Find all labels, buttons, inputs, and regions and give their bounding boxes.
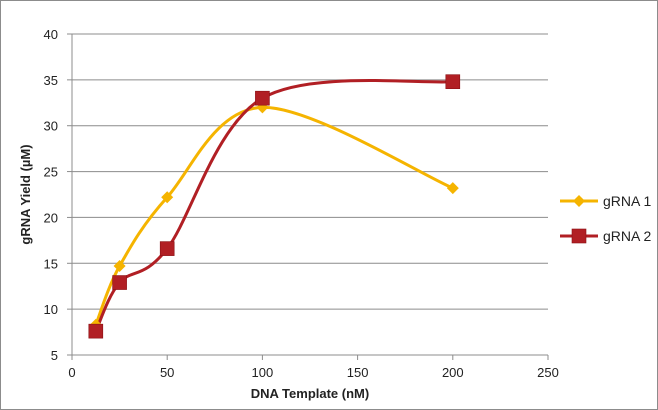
- y-tick-label: 20: [44, 210, 58, 225]
- x-tick-label: 100: [252, 365, 274, 380]
- y-tick-label: 35: [44, 73, 58, 88]
- y-axis-title: gRNA Yield (µM): [18, 144, 33, 244]
- legend: gRNA 1 gRNA 2: [560, 193, 651, 244]
- axes: [67, 33, 549, 360]
- series-1-point: [446, 182, 459, 195]
- tick-labels: 5 10 15 20 25 30 35 40 0 50 100 150 200 250: [44, 27, 559, 380]
- x-tick-label: 0: [68, 365, 75, 380]
- series-2-point: [255, 90, 270, 106]
- x-tick-label: 200: [442, 365, 464, 380]
- series-1-point: [161, 191, 174, 204]
- y-tick-label: 30: [44, 119, 58, 134]
- x-tick-label: 50: [160, 365, 174, 380]
- y-tick-label: 5: [51, 348, 58, 363]
- x-tick-label: 150: [347, 365, 369, 380]
- series-1-point: [113, 260, 126, 273]
- x-axis-title: DNA Template (nM): [251, 386, 369, 401]
- series-2-point: [112, 275, 127, 290]
- y-tick-label: 10: [44, 302, 58, 317]
- series-2-point: [445, 74, 461, 89]
- legend-label-2: gRNA 2: [603, 228, 651, 244]
- series-markers: [88, 74, 461, 339]
- series-2-point: [88, 323, 104, 339]
- x-tick-label: 250: [537, 365, 559, 380]
- legend-marker-2: [571, 228, 587, 244]
- y-tick-label: 15: [44, 256, 58, 271]
- y-tick-label: 25: [44, 165, 58, 180]
- series-2-point: [159, 241, 175, 256]
- y-tick-label: 40: [44, 27, 58, 42]
- legend-marker-1: [573, 195, 585, 207]
- legend-label-1: gRNA 1: [603, 193, 651, 209]
